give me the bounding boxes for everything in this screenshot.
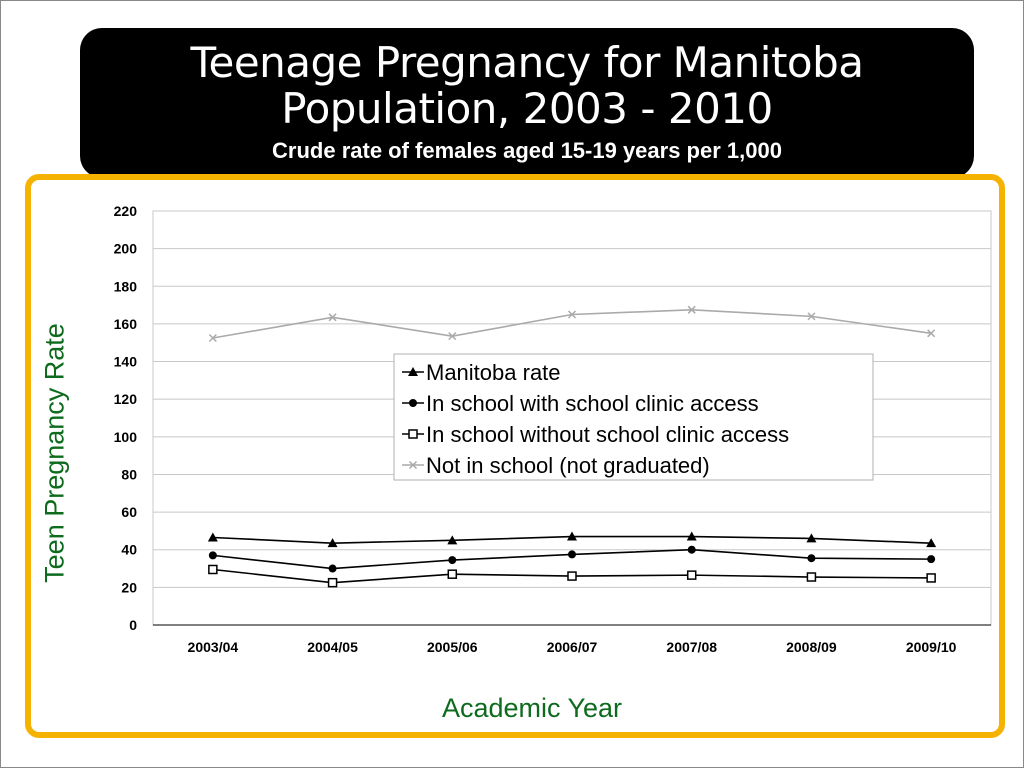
x-tick-label: 2005/06 [427, 639, 478, 655]
x-tick-label: 2003/04 [188, 639, 239, 655]
x-tick-label: 2008/09 [786, 639, 837, 655]
data-point [448, 332, 457, 341]
y-tick-label: 180 [114, 278, 138, 294]
y-tick-label: 120 [114, 391, 138, 407]
data-point [568, 550, 576, 559]
data-point [328, 564, 337, 573]
legend-box [393, 353, 874, 481]
slide-subtitle: Crude rate of females aged 15-19 years p… [272, 138, 782, 163]
legend-swatch-marker [408, 460, 418, 470]
x-tick-label: 2006/07 [547, 639, 598, 655]
marker-stroke [208, 333, 217, 343]
data-point [807, 554, 816, 563]
marker-stroke [687, 305, 696, 314]
x-tick-label: 2004/05 [307, 639, 358, 655]
legend-label: In school with school clinic access [426, 391, 759, 416]
y-tick-label: 160 [114, 316, 138, 332]
legend-swatch-marker [408, 367, 418, 376]
x-axis-label: Academic Year [441, 693, 623, 723]
data-point [927, 555, 936, 564]
slide-title-line-2: Population, 2003 - 2010 [281, 84, 773, 133]
y-tick-label: 100 [114, 429, 138, 445]
data-point [447, 569, 458, 579]
legend-swatch-marker [409, 399, 417, 407]
data-point [926, 538, 937, 548]
marker-stroke [927, 329, 936, 338]
title-banner: Teenage Pregnancy for Manitoba Populatio… [80, 28, 974, 178]
data-point [687, 545, 696, 554]
data-point [567, 571, 577, 581]
data-point [207, 532, 218, 542]
y-tick-label: 0 [129, 617, 137, 633]
y-tick-label: 60 [121, 504, 137, 520]
slide-title-line-1: Teenage Pregnancy for Manitoba [190, 38, 864, 87]
data-point [806, 533, 817, 543]
y-tick-label: 200 [114, 241, 138, 257]
data-point [807, 312, 816, 321]
data-point [208, 564, 218, 575]
legend-label: In school without school clinic access [426, 422, 789, 447]
data-point [567, 531, 577, 541]
data-point [447, 535, 458, 545]
y-tick-label: 40 [121, 542, 137, 558]
data-point [686, 570, 697, 580]
data-point [328, 313, 337, 322]
y-tick-label: 80 [121, 466, 137, 482]
data-point [687, 305, 696, 314]
marker-stroke [328, 313, 337, 322]
marker-stroke [807, 312, 816, 321]
data-point [448, 556, 457, 565]
legend-label: Not in school (not graduated) [426, 453, 710, 478]
data-point [208, 333, 217, 343]
legend-label: Manitoba rate [426, 360, 561, 385]
data-point [208, 551, 217, 560]
data-point [327, 577, 338, 588]
data-point [327, 538, 338, 548]
data-point [927, 329, 936, 338]
data-point [686, 531, 697, 541]
marker-stroke [448, 332, 457, 341]
y-tick-label: 220 [114, 203, 138, 219]
y-axis-label-text: Teen Pregnancy Rate [39, 323, 70, 583]
data-point [926, 573, 936, 583]
y-tick-label: 140 [114, 354, 138, 370]
x-tick-label: 2007/08 [666, 639, 717, 655]
legend: Manitoba rate In school with school clini… [393, 353, 874, 481]
data-point [806, 572, 817, 582]
marker-stroke [408, 460, 418, 470]
marker-stroke [567, 310, 577, 319]
y-tick-label: 20 [121, 579, 137, 595]
data-point [567, 310, 577, 319]
x-tick-label: 2009/10 [906, 639, 957, 655]
legend-swatch-marker [408, 429, 418, 439]
